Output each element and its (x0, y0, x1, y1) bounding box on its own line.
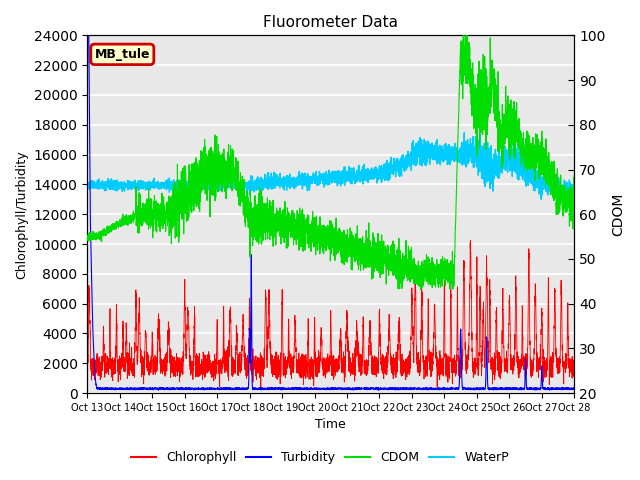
Y-axis label: Chlorophyll/Turbidity: Chlorophyll/Turbidity (15, 150, 28, 278)
Text: MB_tule: MB_tule (95, 48, 150, 61)
Y-axis label: CDOM: CDOM (611, 192, 625, 236)
Title: Fluorometer Data: Fluorometer Data (263, 15, 398, 30)
Legend: Chlorophyll, Turbidity, CDOM, WaterP: Chlorophyll, Turbidity, CDOM, WaterP (126, 446, 514, 469)
X-axis label: Time: Time (316, 419, 346, 432)
